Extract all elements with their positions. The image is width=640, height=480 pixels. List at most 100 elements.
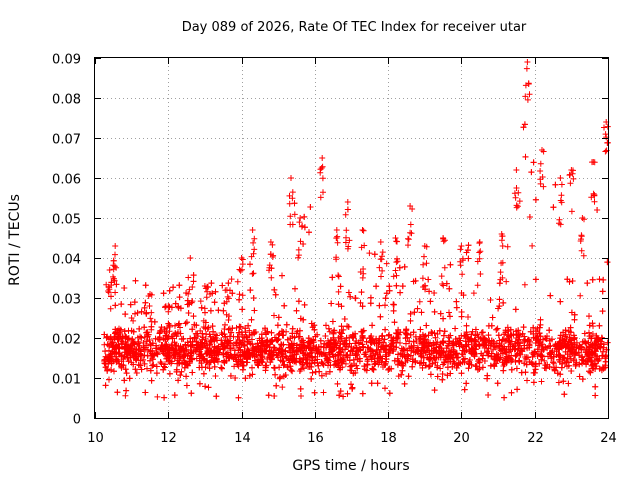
data-point: [509, 357, 516, 364]
data-point: [147, 367, 154, 374]
data-point: [157, 327, 164, 334]
data-point: [506, 333, 513, 340]
data-point: [463, 249, 470, 256]
data-point: [220, 351, 227, 358]
data-point: [251, 307, 258, 314]
y-tick-label: 0: [73, 413, 81, 428]
data-point: [190, 278, 197, 285]
data-point: [153, 342, 160, 349]
data-point: [308, 363, 315, 370]
data-point: [289, 330, 296, 337]
data-point: [357, 337, 364, 344]
data-point: [305, 335, 312, 342]
data-point: [416, 360, 423, 367]
data-point: [338, 323, 345, 330]
data-point: [425, 332, 432, 339]
data-point: [128, 359, 135, 366]
data-point: [165, 303, 172, 309]
data-point: [385, 349, 392, 356]
data-point: [427, 371, 434, 378]
data-point: [317, 166, 324, 173]
data-point: [439, 376, 446, 383]
data-point: [189, 339, 196, 345]
data-point: [499, 336, 506, 343]
data-point: [488, 322, 495, 329]
data-point: [334, 380, 341, 387]
data-point: [485, 352, 492, 359]
data-point: [432, 334, 439, 341]
data-point: [474, 366, 481, 373]
data-point: [567, 348, 574, 354]
data-point: [280, 332, 287, 339]
data-point: [143, 329, 150, 336]
data-point: [479, 329, 486, 336]
data-point: [596, 322, 603, 329]
data-point: [132, 366, 139, 373]
data-point: [336, 329, 343, 336]
data-point: [122, 311, 129, 318]
data-point: [116, 329, 123, 336]
data-point: [379, 332, 386, 339]
data-point: [446, 309, 452, 316]
data-point: [559, 342, 566, 349]
data-point: [289, 189, 296, 196]
data-point: [329, 274, 336, 281]
data-point: [401, 380, 408, 387]
data-point: [166, 370, 173, 377]
data-point: [367, 334, 374, 341]
data-point: [277, 374, 284, 381]
data-point: [219, 282, 226, 289]
data-point: [175, 377, 182, 384]
data-point: [112, 289, 119, 296]
data-point: [386, 283, 393, 290]
data-point: [271, 334, 278, 341]
data-point: [315, 344, 322, 351]
data-point: [412, 333, 419, 340]
data-point: [359, 328, 366, 335]
data-point: [567, 171, 573, 178]
data-point: [219, 365, 225, 372]
data-point: [291, 211, 298, 218]
data-point: [505, 335, 512, 341]
data-point: [200, 317, 207, 324]
data-point: [326, 368, 333, 375]
data-point: [586, 368, 593, 375]
data-point: [394, 258, 401, 265]
data-point: [319, 155, 326, 161]
data-point: [424, 347, 431, 354]
data-point: [190, 272, 197, 279]
data-point: [539, 174, 546, 180]
data-point: [357, 269, 364, 275]
data-point: [169, 352, 175, 359]
data-point: [502, 357, 509, 364]
data-point: [416, 336, 423, 343]
data-point: [549, 348, 556, 354]
x-tick-label: 24: [600, 431, 617, 446]
data-point: [421, 253, 427, 260]
data-point: [580, 252, 587, 259]
data-point: [463, 322, 470, 329]
x-tick-label: 22: [527, 431, 544, 446]
data-point: [116, 345, 123, 352]
data-point: [469, 328, 476, 335]
data-point: [476, 365, 483, 372]
data-point: [189, 326, 196, 333]
data-point: [514, 346, 521, 353]
data-point: [379, 267, 386, 274]
data-point: [317, 194, 324, 201]
data-point: [141, 304, 148, 311]
data-point: [248, 253, 255, 260]
data-point: [172, 322, 178, 329]
data-point: [295, 252, 302, 259]
data-point: [403, 326, 410, 333]
data-point: [107, 305, 114, 312]
data-point: [141, 352, 148, 359]
data-point: [114, 333, 120, 340]
data-point: [364, 344, 371, 351]
data-point: [357, 299, 364, 306]
data-point: [465, 255, 472, 262]
data-point: [508, 366, 515, 373]
data-point: [306, 229, 312, 236]
data-point: [590, 159, 597, 165]
data-point: [558, 181, 565, 188]
